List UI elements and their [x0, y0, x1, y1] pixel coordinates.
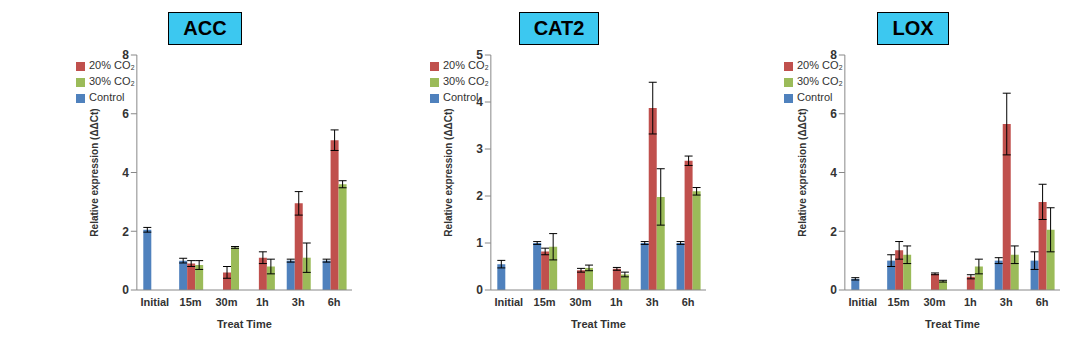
html-text:CAT2: CAT2: [533, 17, 585, 39]
svg-text:Relative expression (ΔΔCt): Relative expression (ΔΔCt): [797, 108, 808, 236]
svg-text:Treat Time: Treat Time: [217, 318, 272, 330]
svg-text:Treat Time: Treat Time: [571, 318, 626, 330]
svg-text:Initial: Initial: [494, 296, 523, 308]
svg-text:6h: 6h: [328, 296, 341, 308]
svg-text:15m: 15m: [180, 296, 202, 308]
svg-text:30m: 30m: [569, 296, 591, 308]
html-text:20% CO₂: 20% CO₂: [443, 59, 489, 71]
svg-text:Initial: Initial: [848, 296, 877, 308]
svg-text:3: 3: [476, 142, 483, 156]
svg-text:6h: 6h: [682, 296, 695, 308]
svg-text:30m: 30m: [215, 296, 237, 308]
html-text:20% CO₂: 20% CO₂: [797, 59, 843, 71]
html-text:ACC: ACC: [183, 17, 227, 39]
svg-text:3h: 3h: [1000, 296, 1013, 308]
svg-text:Initial: Initial: [140, 296, 169, 308]
svg-text:Treat Time: Treat Time: [925, 318, 980, 330]
svg-text:1h: 1h: [964, 296, 977, 308]
svg-text:2: 2: [122, 225, 129, 239]
svg-text:1h: 1h: [610, 296, 623, 308]
svg-text:6: 6: [122, 107, 129, 121]
svg-text:8: 8: [830, 48, 837, 62]
svg-text:0: 0: [830, 283, 837, 297]
html-text:20% CO₂: 20% CO₂: [89, 59, 135, 71]
svg-text:0: 0: [122, 283, 129, 297]
svg-text:0: 0: [476, 283, 483, 297]
svg-text:15m: 15m: [534, 296, 556, 308]
svg-text:2: 2: [830, 225, 837, 239]
svg-text:Relative expression (ΔΔCt): Relative expression (ΔΔCt): [443, 108, 454, 236]
svg-text:15m: 15m: [888, 296, 910, 308]
svg-text:5: 5: [476, 48, 483, 62]
svg-text:4: 4: [830, 166, 837, 180]
svg-text:1: 1: [476, 236, 483, 250]
html-text:30% CO₂: 30% CO₂: [443, 75, 489, 87]
svg-text:Relative expression (ΔΔCt): Relative expression (ΔΔCt): [89, 108, 100, 236]
svg-text:8: 8: [122, 48, 129, 62]
html-text:Control: Control: [443, 91, 479, 103]
html-text:LOX: LOX: [892, 17, 934, 39]
html-text:30% CO₂: 30% CO₂: [797, 75, 843, 87]
svg-text:6h: 6h: [1036, 296, 1049, 308]
html-text:30% CO₂: 30% CO₂: [89, 75, 135, 87]
svg-text:3h: 3h: [292, 296, 305, 308]
svg-text:1h: 1h: [256, 296, 269, 308]
svg-text:3h: 3h: [646, 296, 659, 308]
svg-text:6: 6: [830, 107, 837, 121]
svg-text:2: 2: [476, 189, 483, 203]
svg-text:4: 4: [476, 95, 483, 109]
html-text:Control: Control: [797, 91, 833, 103]
svg-text:4: 4: [122, 166, 129, 180]
svg-text:30m: 30m: [923, 296, 945, 308]
html-text:Control: Control: [89, 91, 125, 103]
